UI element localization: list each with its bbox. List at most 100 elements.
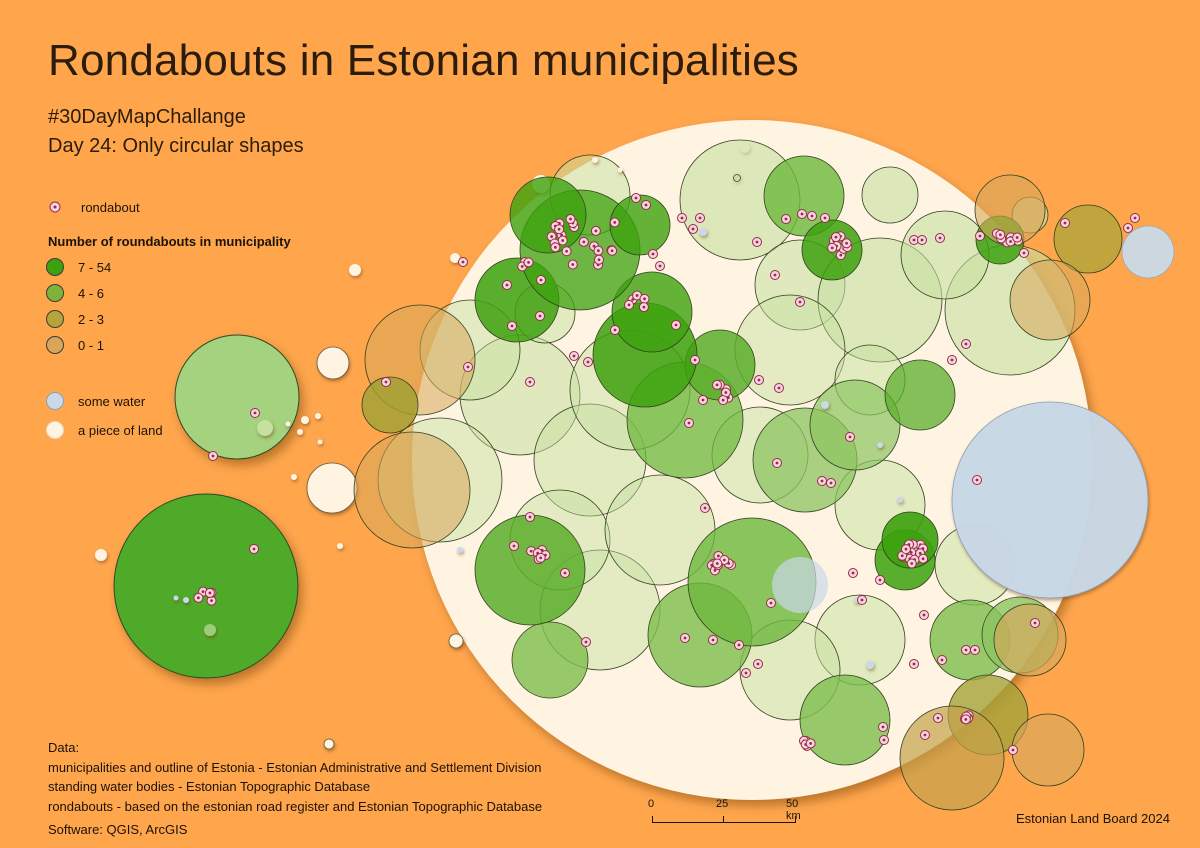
rondabout-marker-center <box>512 544 516 548</box>
rondabout-marker-center <box>715 562 719 565</box>
rondabout-marker-center <box>777 386 781 390</box>
rondabout-marker-center <box>922 613 926 617</box>
rondabout-marker-center <box>643 297 646 301</box>
rondabout-marker-center <box>773 273 777 277</box>
legend-land-label: a piece of land <box>78 422 163 438</box>
rondabout-marker-center <box>210 599 213 603</box>
scale-tick <box>723 816 724 823</box>
lake-vortsjarv <box>772 557 828 613</box>
rondabout-marker-center <box>973 648 977 652</box>
rondabout-marker-center <box>722 558 726 562</box>
rondabout-marker-center <box>721 398 725 402</box>
rondabout-marker-center <box>505 283 509 287</box>
rondabout-marker-center <box>920 238 924 242</box>
rondabout-marker-center <box>539 556 543 560</box>
rondabout-marker-center <box>687 421 691 425</box>
rondabout-marker-center <box>211 454 215 458</box>
rondabout-marker-center <box>882 738 886 742</box>
data-sources: Data: municipalities and outline of Esto… <box>48 738 542 816</box>
rondabout-marker-center <box>561 239 565 242</box>
rondabout-marker-center <box>1011 748 1015 752</box>
rondabout-marker-center <box>918 551 922 555</box>
rondabout-marker-center <box>938 236 942 240</box>
rondabout-marker-center <box>784 217 788 221</box>
rondabout-marker-center <box>520 265 524 268</box>
island <box>323 738 335 750</box>
legend-swatch-dark-green <box>46 258 64 276</box>
legend-swatch-water <box>46 392 64 410</box>
rondabout-marker-center <box>909 551 913 554</box>
source-line: municipalities and outline of Estonia - … <box>48 759 542 775</box>
rondabout-marker-center <box>716 554 720 558</box>
scale-tick-label: 50 km <box>786 798 801 822</box>
rondabout-marker-center <box>912 238 916 242</box>
rondabout-marker-center <box>196 596 200 600</box>
rondabout-marker-center <box>634 196 638 200</box>
lake-peipus <box>951 401 1149 599</box>
source-line: standing water bodies - Estonian Topogra… <box>48 779 371 794</box>
rondabout-marker-center <box>658 264 662 268</box>
rondabout-marker-center <box>975 478 979 482</box>
rondabout-marker-center <box>713 568 717 572</box>
map-title: Rondabouts in Estonian municipalities <box>48 36 799 85</box>
rondabout-marker-center <box>715 383 719 387</box>
rondabout-marker-center <box>860 598 864 602</box>
lake-narva <box>1121 225 1175 279</box>
software-credit: Software: QGIS, ArcGIS <box>48 822 188 837</box>
scale-bar: 0 25 50 km <box>646 798 806 832</box>
legend-water-label: some water <box>78 393 146 409</box>
rondabout-marker-center <box>527 260 530 264</box>
rondabout-marker-center <box>839 253 843 257</box>
rondabout-marker-center <box>539 278 543 282</box>
rondabout-marker-center <box>613 221 617 224</box>
rondabout-marker-center <box>613 328 617 332</box>
rondabout-marker-center <box>1063 221 1067 225</box>
rondabout-marker-center <box>756 662 760 666</box>
rondabout-marker-center <box>848 435 852 439</box>
rondabout-marker-center <box>701 398 705 402</box>
legend-class-label: 4 - 6 <box>78 285 105 301</box>
island <box>316 346 350 380</box>
rondabout-marker-center <box>651 252 655 256</box>
legend-swatch-olive <box>46 310 64 328</box>
legend-land: a piece of land <box>46 421 163 439</box>
legend-water: some water <box>46 392 145 410</box>
island <box>95 549 107 561</box>
rondabout-marker-center <box>553 245 557 249</box>
rondabout-marker-center <box>208 591 212 595</box>
subtitle-hashtag: #30DayMapChallange <box>48 106 246 128</box>
rondabout-marker-center <box>565 249 568 253</box>
rondabout-markers <box>193 193 1140 755</box>
rondabout-marker-center <box>1009 240 1012 243</box>
island <box>306 462 358 514</box>
municipality-saaremaa <box>113 493 299 679</box>
rondabout-marker-center <box>1015 236 1019 239</box>
legend-class-label: 0 - 1 <box>78 337 105 353</box>
rondabout-marker-center <box>711 638 715 642</box>
rondabout-marker-center <box>572 354 576 358</box>
tiny-features <box>173 157 903 669</box>
scale-tick <box>795 816 796 823</box>
rondabout-marker-center <box>461 260 465 264</box>
rondabout-marker-center <box>569 217 572 221</box>
rondabout-marker-center <box>964 342 968 346</box>
legend-swatch-land <box>46 421 64 439</box>
rondabout-marker-center <box>755 240 759 244</box>
rondabout-marker-center <box>936 716 940 720</box>
rondabout-marker-center <box>978 234 982 238</box>
rondabout-marker-center <box>571 263 575 266</box>
water-bodies <box>772 225 1175 613</box>
rondabout-marker-center <box>737 643 741 647</box>
rondabout-marker-center <box>964 717 968 721</box>
rondabout-marker-center <box>829 481 833 485</box>
rondabout-marker-center <box>1133 216 1137 220</box>
rondabout-marker-center <box>921 557 925 561</box>
legend-class-4-6: 4 - 6 <box>46 284 104 302</box>
rondabout-marker-center <box>724 391 728 394</box>
rondabout-marker-center <box>823 216 827 220</box>
rondabout-marker-center <box>830 246 834 250</box>
rondabout-marker-center <box>592 244 596 248</box>
rondabout-marker-center <box>1126 226 1130 230</box>
scale-tick-label: 25 <box>716 798 729 810</box>
